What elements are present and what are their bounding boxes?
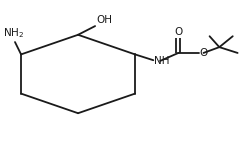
Text: NH: NH <box>154 56 170 66</box>
Text: O: O <box>174 27 182 37</box>
Text: NH$_2$: NH$_2$ <box>3 26 24 40</box>
Text: O: O <box>200 48 208 58</box>
Text: OH: OH <box>96 15 112 25</box>
